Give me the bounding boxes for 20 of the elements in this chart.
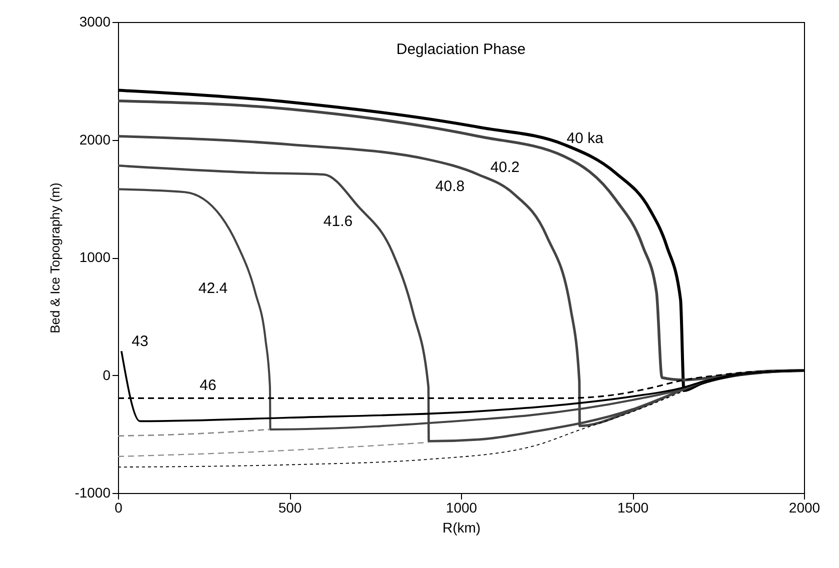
annotation: 40.8 <box>435 178 465 195</box>
y-tick-label: 1000 <box>79 249 111 265</box>
y-axis-title: Bed & Ice Topography (m) <box>48 182 63 334</box>
annotation: 41.6 <box>323 213 353 230</box>
y-tick-label: 3000 <box>79 14 111 30</box>
text: Deglaciation Phase <box>396 41 526 58</box>
x-tick-label: 1000 <box>446 500 478 516</box>
x-tick-label: 2000 <box>788 500 820 516</box>
annotation: 40.2 <box>490 159 520 176</box>
annotation: 43 <box>132 333 148 350</box>
x-tick-label: 500 <box>278 500 302 516</box>
x-tick-label: 0 <box>114 500 123 516</box>
annotation: 46 <box>200 377 216 394</box>
annotation: 42.4 <box>198 280 228 297</box>
y-tick-label: 0 <box>102 366 111 383</box>
x-tick-label: 1500 <box>617 500 649 516</box>
annotation: 40 ka <box>566 130 604 147</box>
y-tick-label: 2000 <box>79 131 111 148</box>
y-tick-label: -1000 <box>74 484 111 500</box>
x-axis-title: R(km) <box>442 520 481 536</box>
